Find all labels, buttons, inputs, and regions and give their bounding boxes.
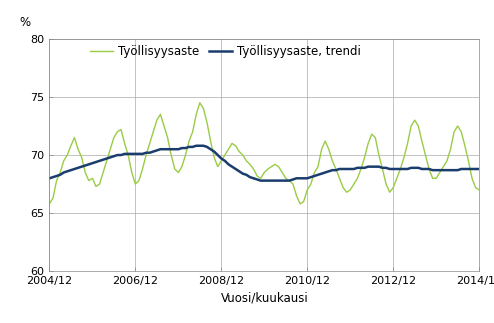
Työllisyysaste, trendi <box>476 167 482 171</box>
Line: Työllisyysaste, trendi: Työllisyysaste, trendi <box>49 146 479 181</box>
Työllisyysaste <box>451 130 457 134</box>
Työllisyysaste <box>319 147 325 151</box>
Text: %: % <box>19 16 31 29</box>
Työllisyysaste, trendi <box>193 144 199 148</box>
Työllisyysaste, trendi <box>147 151 153 155</box>
Työllisyysaste <box>476 188 482 192</box>
Työllisyysaste <box>233 144 239 148</box>
Työllisyysaste <box>89 176 95 180</box>
Työllisyysaste <box>147 141 153 145</box>
Työllisyysaste, trendi <box>344 167 350 171</box>
Line: Työllisyysaste: Työllisyysaste <box>49 103 479 204</box>
Työllisyysaste, trendi <box>454 168 460 172</box>
Työllisyysaste <box>197 101 203 105</box>
Työllisyysaste <box>46 202 52 206</box>
Työllisyysaste, trendi <box>233 167 239 171</box>
Työllisyysaste, trendi <box>46 176 52 180</box>
Työllisyysaste, trendi <box>258 179 264 182</box>
Legend: Työllisyysaste, Työllisyysaste, trendi: Työllisyysaste, Työllisyysaste, trendi <box>90 45 361 58</box>
Työllisyysaste, trendi <box>322 171 328 174</box>
Työllisyysaste <box>340 186 346 190</box>
X-axis label: Vuosi/kuukausi: Vuosi/kuukausi <box>220 292 308 305</box>
Työllisyysaste, trendi <box>89 161 95 165</box>
